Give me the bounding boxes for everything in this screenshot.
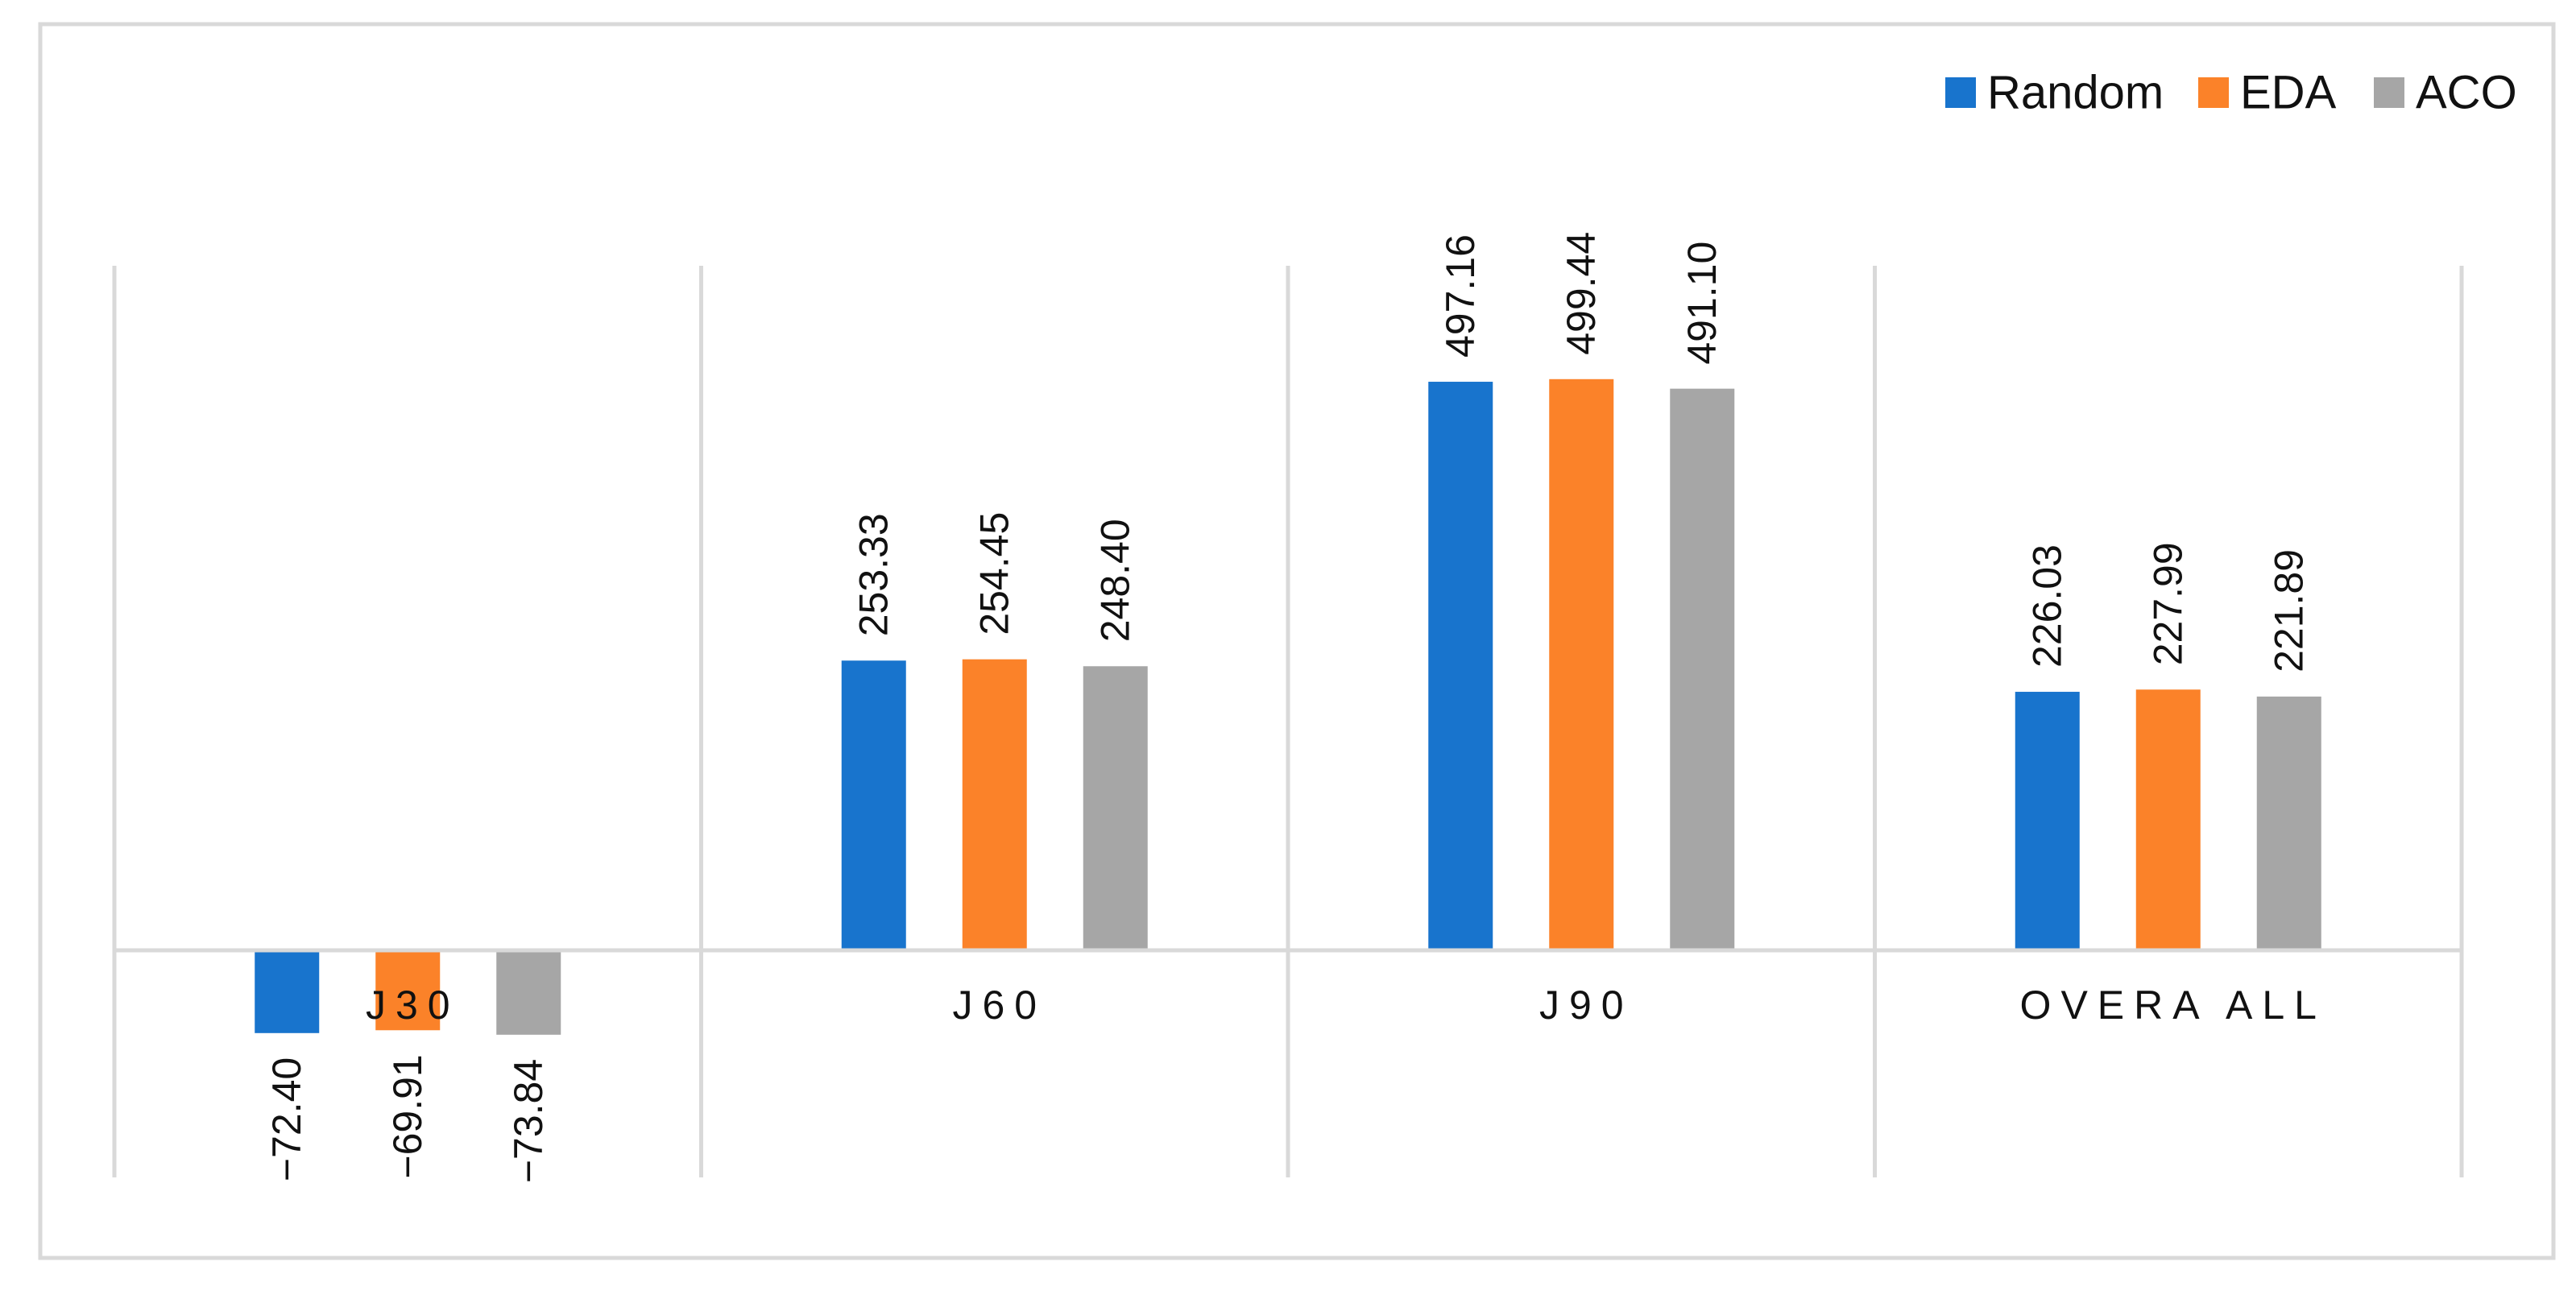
bar-eda-j90 — [1549, 379, 1614, 951]
legend-item-aco: ACO — [2374, 67, 2517, 119]
bar-random-j60 — [841, 660, 906, 950]
chart-border — [38, 22, 2556, 1260]
bar-eda-j60 — [962, 659, 1027, 950]
bar-aco-j90 — [1670, 388, 1735, 950]
data-label-aco-j90: 491.10 — [1679, 242, 1725, 365]
data-label-eda-j90: 499.44 — [1559, 232, 1604, 355]
bar-aco-j30 — [496, 950, 561, 1035]
data-label-random-j30: −72.40 — [264, 1057, 309, 1181]
bar-eda-overa-all — [2135, 689, 2201, 950]
data-label-aco-overa-all: 221.89 — [2267, 549, 2312, 672]
legend-swatch-eda — [2198, 77, 2229, 108]
category-gridlines — [112, 266, 2464, 1177]
bar-random-j90 — [1428, 382, 1493, 950]
category-label-j90: J90 — [1539, 983, 1634, 1028]
legend-label-aco: ACO — [2416, 67, 2517, 119]
data-label-eda-j60: 254.45 — [972, 512, 1017, 635]
category-label-j60: J60 — [952, 983, 1046, 1028]
data-label-random-j90: 497.16 — [1438, 234, 1483, 358]
data-label-aco-j60: 248.40 — [1093, 519, 1138, 642]
bar-eda-j30 — [375, 950, 441, 1031]
data-label-random-j60: 253.33 — [851, 513, 897, 636]
legend-label-random: Random — [1987, 67, 2164, 119]
data-label-random-overa-all: 226.03 — [2025, 544, 2070, 668]
category-labels: J30 J60 J90 OVERA ALL — [366, 983, 2326, 1028]
data-label-eda-overa-all: 227.99 — [2146, 542, 2191, 665]
legend: Random EDA ACO — [1945, 67, 2517, 119]
bar-random-j30 — [255, 950, 320, 1033]
category-label-overa-all: OVERA ALL — [2020, 983, 2326, 1028]
bar-aco-j60 — [1083, 666, 1148, 950]
legend-swatch-random — [1945, 77, 1976, 108]
data-label-aco-j30: −73.84 — [506, 1059, 551, 1183]
bars — [255, 379, 2321, 1035]
bar-random-overa-all — [2015, 692, 2080, 950]
data-label-eda-j30: −69.91 — [385, 1054, 430, 1178]
category-label-j30: J30 — [366, 983, 460, 1028]
legend-item-random: Random — [1945, 67, 2164, 119]
bar-aco-overa-all — [2256, 696, 2321, 950]
legend-swatch-aco — [2374, 77, 2404, 108]
data-labels: −72.40 −69.91 −73.84 253.33 254.45 248.40 497.… — [264, 232, 2312, 1183]
legend-item-eda: EDA — [2198, 67, 2337, 119]
legend-label-eda: EDA — [2240, 67, 2337, 119]
